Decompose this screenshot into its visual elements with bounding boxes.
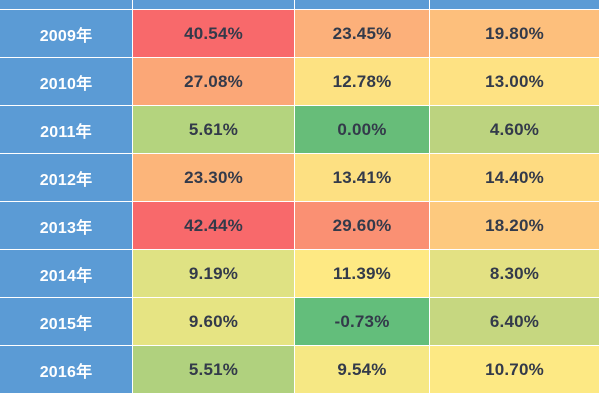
year-label: 2016年 xyxy=(0,346,133,394)
data-cell: 9.60% xyxy=(133,298,295,346)
year-label: 2012年 xyxy=(0,154,133,202)
header-row xyxy=(0,0,600,10)
data-cell: 9.54% xyxy=(295,346,430,394)
data-cell: -0.73% xyxy=(295,298,430,346)
data-cell: 40.54% xyxy=(133,10,295,58)
data-cell: 23.30% xyxy=(133,154,295,202)
data-cell: 27.08% xyxy=(133,58,295,106)
year-label: 2010年 xyxy=(0,58,133,106)
table-row: 2009年 40.54% 23.45% 19.80% xyxy=(0,10,600,58)
table-row: 2015年 9.60% -0.73% 6.40% xyxy=(0,298,600,346)
data-cell: 12.78% xyxy=(295,58,430,106)
data-cell: 29.60% xyxy=(295,202,430,250)
data-cell: 9.19% xyxy=(133,250,295,298)
table-row: 2011年 5.61% 0.00% 4.60% xyxy=(0,106,600,154)
data-cell: 5.51% xyxy=(133,346,295,394)
table-row: 2014年 9.19% 11.39% 8.30% xyxy=(0,250,600,298)
data-cell: 6.40% xyxy=(430,298,600,346)
data-cell: 14.40% xyxy=(430,154,600,202)
header-cell-col-3 xyxy=(430,0,600,10)
data-cell: 8.30% xyxy=(430,250,600,298)
header-cell-col-2 xyxy=(295,0,430,10)
data-cell: 10.70% xyxy=(430,346,600,394)
data-cell: 5.61% xyxy=(133,106,295,154)
table-row: 2013年 42.44% 29.60% 18.20% xyxy=(0,202,600,250)
table-row: 2016年 5.51% 9.54% 10.70% xyxy=(0,346,600,394)
data-cell: 0.00% xyxy=(295,106,430,154)
data-cell: 13.00% xyxy=(430,58,600,106)
year-label: 2011年 xyxy=(0,106,133,154)
data-cell: 18.20% xyxy=(430,202,600,250)
table-row: 2012年 23.30% 13.41% 14.40% xyxy=(0,154,600,202)
header-cell-col-1 xyxy=(133,0,295,10)
data-cell: 23.45% xyxy=(295,10,430,58)
header-cell-year xyxy=(0,0,133,10)
data-cell: 42.44% xyxy=(133,202,295,250)
data-cell: 19.80% xyxy=(430,10,600,58)
data-cell: 11.39% xyxy=(295,250,430,298)
year-label: 2014年 xyxy=(0,250,133,298)
table-row: 2010年 27.08% 12.78% 13.00% xyxy=(0,58,600,106)
year-label: 2009年 xyxy=(0,10,133,58)
data-cell: 13.41% xyxy=(295,154,430,202)
year-label: 2015年 xyxy=(0,298,133,346)
year-label: 2013年 xyxy=(0,202,133,250)
data-cell: 4.60% xyxy=(430,106,600,154)
